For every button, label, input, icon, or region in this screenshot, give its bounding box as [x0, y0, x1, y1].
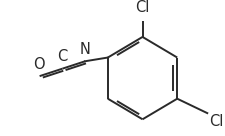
- Text: Cl: Cl: [209, 114, 223, 129]
- Text: Cl: Cl: [135, 0, 149, 15]
- Text: C: C: [57, 49, 67, 64]
- Text: N: N: [79, 42, 90, 57]
- Text: O: O: [33, 57, 44, 72]
